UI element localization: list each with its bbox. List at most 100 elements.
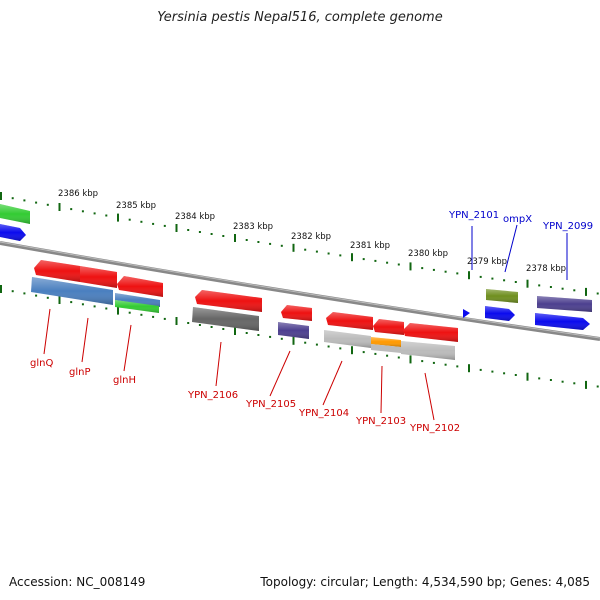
inner-minor-tick bbox=[304, 341, 307, 344]
outer-minor-tick bbox=[257, 241, 260, 243]
inner-minor-tick bbox=[35, 294, 38, 297]
gene-ypn2101[interactable] bbox=[463, 309, 470, 318]
gene-glnq-2[interactable] bbox=[80, 266, 117, 288]
gene-ypn2099[interactable] bbox=[537, 296, 592, 312]
inner-minor-tick bbox=[538, 377, 541, 380]
gene-ypn2104-red[interactable] bbox=[326, 312, 373, 330]
inner-minor-tick bbox=[456, 365, 459, 368]
inner-minor-tick bbox=[491, 370, 494, 373]
inner-minor-tick bbox=[421, 360, 424, 363]
gene-ypn2105[interactable] bbox=[278, 322, 309, 339]
gene-ypn2103[interactable] bbox=[371, 337, 401, 347]
outer-minor-tick bbox=[23, 199, 26, 202]
map-title: Yersinia pestis Nepal516, complete genom… bbox=[157, 10, 443, 25]
outer-minor-tick bbox=[397, 263, 400, 266]
outer-major-tick bbox=[0, 192, 2, 200]
outer-minor-tick bbox=[596, 292, 599, 295]
gene-label-ypn2099: YPN_2099 bbox=[542, 221, 593, 232]
inner-minor-tick bbox=[573, 382, 576, 385]
gene-ypn2103-gray[interactable] bbox=[371, 344, 401, 353]
inner-major-tick bbox=[58, 296, 61, 304]
gene-labels: glnQ glnP glnH YPN_2106 YPN_2105 YPN_210… bbox=[30, 210, 593, 434]
gene-ypn2104[interactable] bbox=[324, 330, 371, 348]
outer-major-tick bbox=[292, 243, 295, 252]
inner-minor-tick bbox=[269, 335, 272, 338]
outer-minor-tick bbox=[198, 231, 201, 233]
outer-minor-tick bbox=[432, 268, 435, 271]
inner-minor-tick bbox=[105, 307, 108, 310]
inner-minor-tick bbox=[11, 290, 14, 293]
outer-major-tick bbox=[468, 271, 470, 280]
gene-glnp[interactable] bbox=[31, 277, 113, 305]
gene-ypn2103-red[interactable] bbox=[373, 319, 404, 335]
outer-minor-tick bbox=[187, 229, 190, 231]
outer-minor-tick bbox=[70, 208, 73, 211]
inner-minor-tick bbox=[23, 292, 26, 295]
inner-minor-tick bbox=[93, 305, 96, 308]
inner-minor-tick bbox=[163, 317, 166, 320]
inner-minor-tick bbox=[503, 372, 506, 375]
inner-minor-tick bbox=[152, 315, 155, 318]
inner-minor-tick bbox=[374, 352, 377, 355]
gene-ypn2106-red[interactable] bbox=[195, 290, 262, 312]
inner-major-tick bbox=[292, 336, 295, 345]
inner-minor-tick bbox=[198, 324, 201, 326]
gene-glnq[interactable] bbox=[34, 260, 80, 282]
inner-major-tick bbox=[175, 317, 178, 325]
inner-major-tick bbox=[468, 364, 470, 373]
gene-label-ypn2103: YPN_2103 bbox=[355, 416, 406, 427]
inner-minor-tick bbox=[81, 303, 84, 306]
outer-minor-tick bbox=[35, 201, 38, 204]
outer-major-tick bbox=[175, 224, 178, 232]
kbp-label-2379: 2379 kbp bbox=[467, 257, 507, 267]
genome-summary-text: Topology: circular; Length: 4,534,590 bp… bbox=[260, 575, 590, 589]
genome-backbone-highlight bbox=[0, 241, 600, 339]
gene-label-ompx: ompX bbox=[503, 214, 532, 225]
gene-glnh-blue[interactable] bbox=[115, 293, 160, 307]
gene-ypn2099-blue[interactable] bbox=[535, 313, 590, 330]
outer-minor-tick bbox=[304, 248, 307, 251]
gene-label-ypn2102: YPN_2102 bbox=[409, 423, 460, 434]
outer-minor-tick bbox=[269, 242, 272, 245]
outer-minor-tick bbox=[561, 287, 564, 290]
outer-major-tick bbox=[585, 287, 587, 296]
gene-ypn2105-red[interactable] bbox=[281, 305, 312, 321]
outer-minor-tick bbox=[222, 235, 225, 237]
outer-minor-tick bbox=[315, 250, 318, 253]
inner-minor-tick bbox=[280, 337, 283, 340]
outer-minor-tick bbox=[46, 203, 49, 206]
gene-label-ypn2106: YPN_2106 bbox=[187, 390, 238, 401]
gene-ompx[interactable] bbox=[486, 289, 518, 303]
outer-minor-tick bbox=[374, 259, 377, 262]
outer-minor-tick bbox=[491, 277, 494, 280]
gene-glnh-red[interactable] bbox=[117, 276, 163, 297]
outer-minor-tick bbox=[245, 239, 248, 241]
outer-tick-ring bbox=[0, 192, 599, 296]
outer-minor-tick bbox=[327, 252, 330, 255]
gene-ompx-blue[interactable] bbox=[485, 306, 515, 321]
gene-ypn2102-red[interactable] bbox=[403, 323, 458, 342]
outer-minor-tick bbox=[514, 281, 517, 283]
outer-minor-tick bbox=[163, 224, 166, 227]
outer-minor-tick bbox=[421, 267, 424, 270]
inner-major-tick bbox=[117, 306, 119, 315]
outer-minor-tick bbox=[11, 197, 14, 200]
outer-minor-tick bbox=[339, 254, 342, 257]
outer-major-tick bbox=[117, 213, 119, 222]
gene-glnh[interactable] bbox=[115, 300, 159, 313]
inner-tick-ring bbox=[0, 285, 599, 389]
inner-major-tick bbox=[409, 355, 412, 364]
kbp-label-2385: 2385 kbp bbox=[116, 201, 156, 211]
inner-minor-tick bbox=[210, 326, 213, 328]
inner-minor-tick bbox=[245, 332, 248, 334]
inner-minor-tick bbox=[397, 356, 400, 359]
inner-minor-tick bbox=[362, 351, 365, 354]
gene-ypn2102[interactable] bbox=[401, 341, 455, 360]
outer-major-tick bbox=[409, 262, 412, 271]
label-leader-lines bbox=[43, 224, 568, 421]
outer-major-tick bbox=[234, 234, 236, 242]
inner-minor-tick bbox=[46, 296, 49, 299]
kbp-label-2380: 2380 kbp bbox=[408, 249, 448, 259]
gene-ypn2106[interactable] bbox=[192, 307, 259, 331]
